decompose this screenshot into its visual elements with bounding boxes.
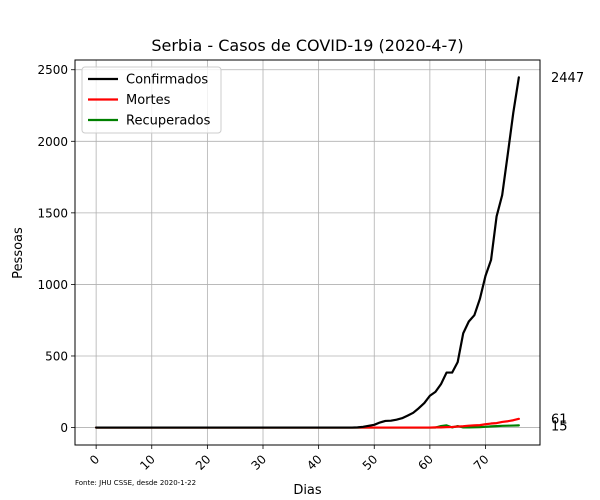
legend-box xyxy=(81,66,222,134)
series-lines xyxy=(95,76,520,429)
end-label-confirmados: 2447 xyxy=(551,71,584,86)
series-line-mortes xyxy=(95,417,520,429)
legend-label-confirmados: Confirmados xyxy=(126,73,208,88)
series-line-recuperados xyxy=(95,424,520,429)
y-axis-label: Pessoas xyxy=(11,227,26,279)
y-tick-label: 0 xyxy=(60,421,68,435)
y-tick-label: 1500 xyxy=(37,206,68,220)
end-label-mortes: 61 xyxy=(551,412,568,427)
legend-label-recuperados: Recuperados xyxy=(126,114,211,129)
y-axis-ticks: 0 500 1000 1500 2000 2500 xyxy=(37,63,75,435)
y-tick-label: 500 xyxy=(45,349,68,363)
y-tick-label: 2000 xyxy=(37,135,68,149)
y-tick-label: 2500 xyxy=(37,63,68,77)
legend-label-mortes: Mortes xyxy=(126,93,171,108)
chart-title: Serbia - Casos de COVID-19 (2020-4-7) xyxy=(151,36,463,55)
series-line-confirmados xyxy=(95,76,520,429)
legend: Confirmados Mortes Recuperados xyxy=(81,66,222,134)
source-note: Fonte: JHU CSSE, desde 2020-1-22 xyxy=(75,479,197,487)
x-axis-label: Dias xyxy=(293,483,322,498)
y-tick-label: 1000 xyxy=(37,278,68,292)
plot-area-frame xyxy=(74,59,541,446)
end-label-recuperados: 15 xyxy=(551,419,568,434)
